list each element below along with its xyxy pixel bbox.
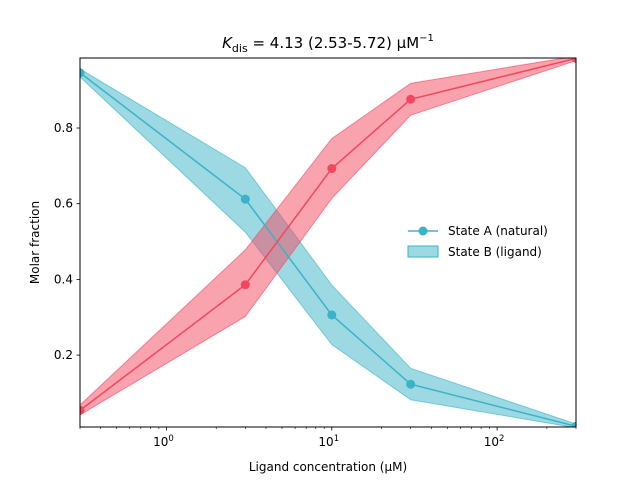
- x-tick-label: 102: [484, 434, 505, 449]
- confidence-band-state-b: [80, 58, 576, 416]
- y-axis-label: Molar fraction: [28, 201, 42, 284]
- data-point-state-b: [571, 58, 576, 63]
- data-point-state-b: [240, 280, 250, 290]
- data-point-state-b: [80, 405, 85, 415]
- legend-label-state-a: State A (natural): [448, 224, 548, 238]
- data-point-state-a: [571, 421, 576, 427]
- y-axis: 0.2 0.4 0.6 0.8: [54, 121, 80, 362]
- y-tick-label: 0.6: [54, 197, 73, 211]
- confidence-band-state-a: [80, 68, 576, 427]
- data-point-state-a: [240, 194, 250, 204]
- x-tick-label: 101: [318, 434, 339, 449]
- x-axis: 100 101 102: [79, 427, 577, 449]
- plot-area: [80, 58, 576, 427]
- data-point-state-b: [327, 164, 337, 174]
- legend-swatch-state-b: [407, 245, 439, 258]
- plot-frame: [79, 57, 577, 428]
- legend-label-state-b: State B (ligand): [448, 245, 542, 259]
- y-tick-label: 0.4: [54, 272, 73, 286]
- legend-marker-state-a: [418, 226, 428, 236]
- x-tick-label: 100: [153, 434, 174, 449]
- y-tick-label: 0.2: [54, 348, 73, 362]
- legend: State A (natural) State B (ligand): [407, 224, 548, 259]
- data-point-state-b: [406, 94, 416, 104]
- data-point-state-a: [80, 68, 85, 78]
- data-point-state-a: [406, 379, 416, 389]
- y-tick-label: 0.8: [54, 121, 73, 135]
- x-axis-label: Ligand concentration (µM): [249, 460, 407, 474]
- chart-title: Kdis = 4.13 (2.53-5.72) µM−1: [222, 33, 434, 55]
- data-point-state-a: [327, 310, 337, 320]
